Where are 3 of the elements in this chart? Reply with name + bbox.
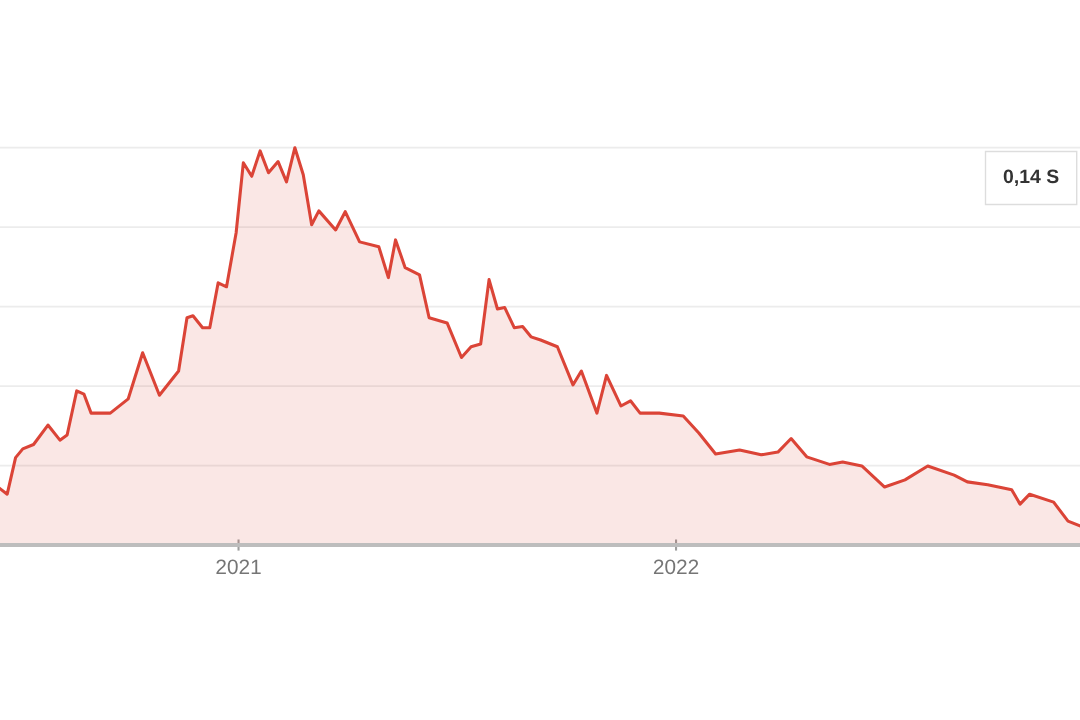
annotation: 0,14 S: [1003, 169, 1059, 187]
x-tick-label: 2022: [653, 559, 699, 575]
x-tick-label: 2021: [216, 559, 261, 575]
